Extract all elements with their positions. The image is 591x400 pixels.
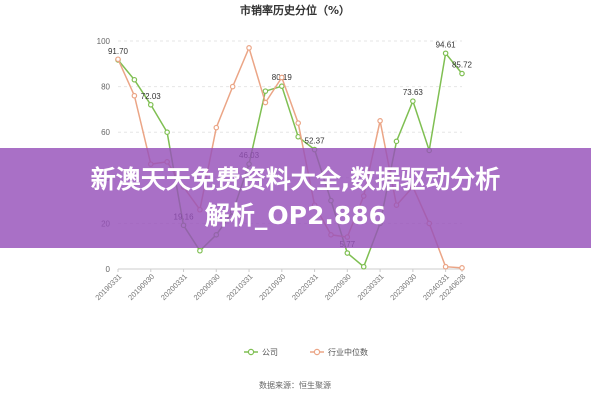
y-tick-label: 60 (101, 128, 110, 137)
data-source: 数据来源：恒生聚源 (259, 380, 331, 390)
series-point-1 (279, 74, 285, 81)
legend-label: 行业中位数 (328, 347, 368, 357)
series-point-0 (344, 250, 351, 256)
series-point-0 (442, 50, 449, 57)
legend-label: 公司 (262, 348, 278, 357)
series-point-1 (131, 92, 138, 99)
x-tick-label: 20220331 (290, 272, 320, 302)
x-tick-label: 20220930 (323, 272, 353, 302)
series-point-0 (197, 247, 203, 254)
x-tick-label: 20190331 (93, 272, 123, 302)
series-point-0 (164, 129, 170, 136)
series-point-0 (279, 83, 285, 89)
x-tick-label: 20190930 (126, 272, 156, 302)
x-tick-label: 20210331 (224, 272, 254, 302)
series-point-1 (115, 56, 121, 63)
legend-swatch-marker (313, 348, 321, 356)
y-tick-label: 0 (106, 265, 111, 274)
overlay-line-1: 新澳天天免费资料大全,数据驱动分析 (90, 165, 501, 194)
series-point-0 (410, 98, 416, 104)
series-point-1 (229, 83, 236, 90)
x-tick-label: 20230331 (356, 272, 386, 302)
x-tick-label: 20230930 (388, 272, 418, 302)
x-tick-label: 20200331 (159, 272, 189, 302)
data-label: 73.63 (403, 88, 424, 97)
series-point-1 (442, 263, 449, 270)
series-point-1 (262, 99, 269, 106)
series-point-0 (295, 133, 301, 140)
series-point-0 (360, 263, 367, 270)
overlay-banner: 新澳天天免费资料大全,数据驱动分析 解析_OP2.886 (0, 148, 591, 248)
legend-swatch-marker (247, 348, 255, 356)
series-point-1 (246, 45, 252, 51)
data-label: 94.61 (436, 40, 457, 49)
chart-title: 市销率历史分位（%） (240, 3, 350, 17)
data-label: 72.03 (141, 92, 162, 101)
y-tick-label: 80 (101, 83, 110, 92)
series-point-0 (393, 138, 400, 145)
series-point-0 (131, 76, 138, 83)
x-tick-label: 20200930 (192, 272, 222, 302)
series-point-0 (262, 88, 269, 94)
overlay-line-2: 解析_OP2.886 (204, 201, 387, 230)
y-tick-label: 100 (97, 37, 111, 46)
x-tick-label: 20210930 (257, 272, 287, 302)
series-point-0 (147, 101, 154, 108)
series-point-0 (459, 70, 465, 77)
series-point-1 (213, 124, 220, 131)
data-label: 52.37 (305, 137, 326, 146)
series-point-1 (295, 120, 301, 126)
series-point-1 (377, 118, 383, 124)
data-label: 91.70 (108, 47, 129, 56)
series-point-1 (459, 265, 465, 271)
data-label: 85.72 (452, 61, 473, 70)
